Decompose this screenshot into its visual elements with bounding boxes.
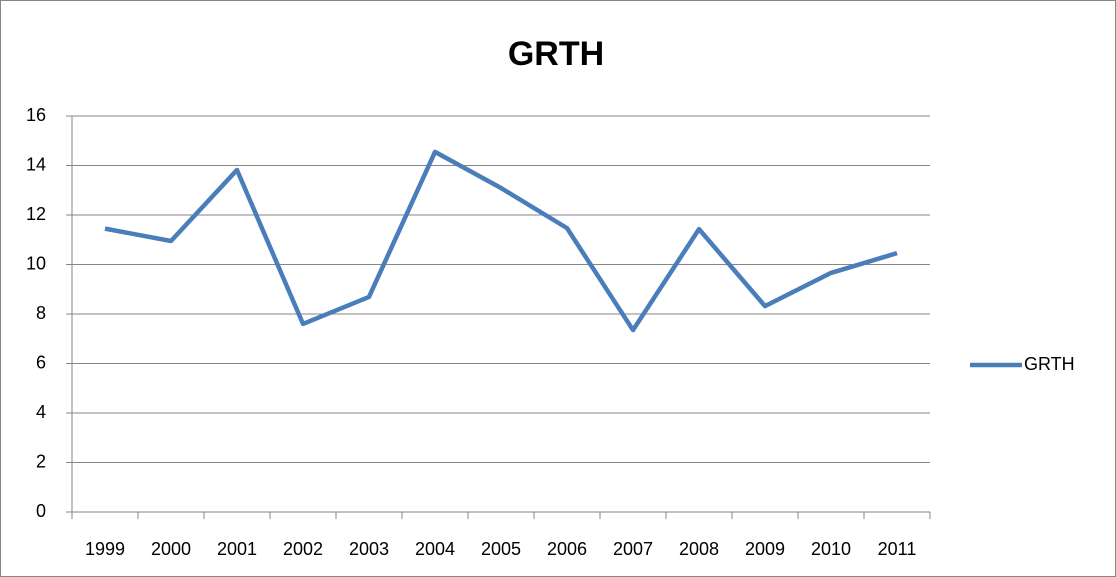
x-tick-label: 2007 (613, 539, 653, 559)
x-tick-label: 2008 (679, 539, 719, 559)
y-tick-label: 6 (36, 352, 46, 372)
x-tick-label: 2002 (283, 539, 323, 559)
y-tick-label: 14 (26, 154, 46, 174)
x-tick-label: 2000 (151, 539, 191, 559)
y-tick-label: 10 (26, 253, 46, 273)
x-tick-label: 2001 (217, 539, 257, 559)
y-tick-label: 8 (36, 303, 46, 323)
y-tick-label: 12 (26, 204, 46, 224)
legend-label: GRTH (1024, 354, 1075, 374)
chart-title: GRTH (508, 35, 604, 73)
x-tick-label: 2010 (811, 539, 851, 559)
y-tick-label: 0 (36, 501, 46, 521)
x-tick-label: 2003 (349, 539, 389, 559)
x-tick-label: 2004 (415, 539, 455, 559)
x-tick-label: 2005 (481, 539, 521, 559)
x-tick-label: 2009 (745, 539, 785, 559)
y-tick-label: 4 (36, 402, 46, 422)
x-tick-label: 1999 (85, 539, 125, 559)
line-series (104, 149, 898, 333)
x-tick-label: 2006 (547, 539, 587, 559)
y-tick-label: 16 (26, 105, 46, 125)
y-tick-label: 2 (36, 451, 46, 471)
x-tick-label: 2011 (878, 539, 917, 559)
